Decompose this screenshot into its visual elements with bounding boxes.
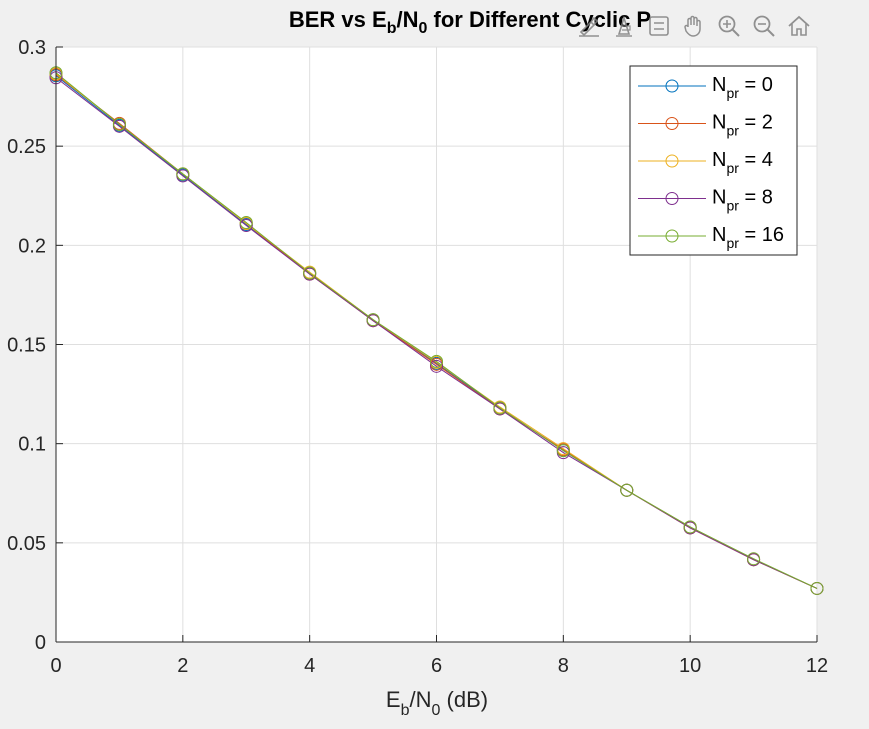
series-markers — [49, 66, 824, 595]
data-point — [683, 520, 697, 534]
legend-label: Npr = 2 — [712, 112, 773, 139]
data-point — [810, 581, 824, 595]
series-line-4 — [55, 72, 818, 589]
legend-button[interactable] — [642, 9, 676, 43]
data-point — [239, 216, 253, 230]
x-axis-label: Eb/N0 (dB) — [386, 687, 488, 719]
brush-button[interactable] — [572, 9, 606, 43]
series-lines — [55, 72, 818, 589]
legend[interactable]: Npr = 0 Npr = 2 Npr = 4 Npr = 8 Npr = 16 — [629, 65, 798, 256]
legend-marker — [665, 192, 679, 205]
data-point — [430, 354, 443, 368]
y-tick-label: 0.25 — [7, 136, 46, 158]
data-point — [747, 552, 761, 566]
data-point — [366, 313, 380, 327]
chart-title: BER vs Eb/N0 for Different Cyclic P — [289, 7, 651, 37]
home-button[interactable] — [782, 9, 816, 43]
series-line-3 — [55, 77, 818, 589]
home-icon — [788, 15, 810, 36]
data-point — [112, 117, 126, 131]
data-point — [303, 266, 317, 280]
x-tick-label: 4 — [304, 655, 315, 677]
legend-label: Npr = 4 — [712, 149, 773, 176]
legend-entry[interactable]: Npr = 4 — [638, 149, 773, 176]
legend-entry[interactable]: Npr = 16 — [638, 224, 784, 251]
zoom-in-icon — [718, 15, 740, 37]
y-tick-label: 0 — [35, 632, 46, 654]
pan-button[interactable] — [677, 9, 711, 43]
data-point — [176, 167, 190, 181]
zoom-out-icon — [753, 15, 775, 37]
axes-toolbar — [572, 8, 816, 44]
y-tick-label: 0.1 — [18, 434, 46, 456]
legend-label: Npr = 0 — [712, 74, 773, 101]
y-tick-label: 0.2 — [18, 235, 46, 257]
data-tip-icon — [616, 15, 632, 37]
x-tick-label: 10 — [679, 655, 701, 677]
x-tick-label: 0 — [50, 655, 61, 677]
data-point — [620, 483, 634, 497]
legend-label: Npr = 8 — [712, 187, 773, 214]
legend-entry[interactable]: Npr = 2 — [638, 112, 773, 139]
brush-icon — [579, 16, 599, 37]
axis-ticks — [55, 46, 818, 643]
zoom-in-button[interactable] — [712, 9, 746, 43]
data-point — [556, 444, 570, 458]
legend-entry[interactable]: Npr = 0 — [638, 74, 773, 101]
legend-marker — [665, 154, 679, 168]
data-point — [239, 219, 253, 232]
x-tick-label: 12 — [806, 655, 828, 677]
x-tick-label: 2 — [177, 655, 188, 677]
data-point — [493, 401, 507, 415]
legend-label: Npr = 16 — [712, 224, 784, 251]
x-tick-label: 6 — [431, 655, 442, 677]
legend-marker — [665, 79, 679, 93]
data-tip-button[interactable] — [607, 9, 641, 43]
x-tick-label: 8 — [558, 655, 569, 677]
data-point — [430, 359, 443, 373]
tick-labels: 0 2 4 6 8 10 12 0 0.05 0.1 0.15 0.2 0.25 0.3 — [7, 37, 828, 677]
y-tick-label: 0.3 — [18, 37, 46, 59]
pan-hand-icon — [684, 15, 701, 37]
legend-marker — [665, 117, 679, 130]
legend-marker — [665, 229, 679, 243]
legend-icon — [649, 16, 669, 36]
y-tick-label: 0.05 — [7, 533, 46, 555]
zoom-out-button[interactable] — [747, 9, 781, 43]
y-tick-label: 0.15 — [7, 335, 46, 357]
legend-entry[interactable]: Npr = 8 — [638, 187, 773, 214]
